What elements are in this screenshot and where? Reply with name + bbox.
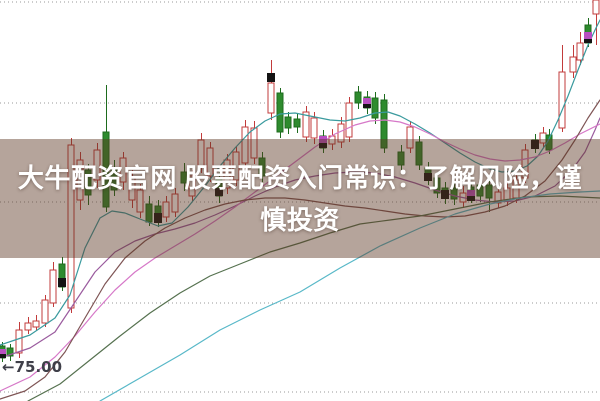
headline-line-1: 大牛配资官网 股票配资入门常识：了解风险，谨	[17, 162, 583, 193]
ma-dark-green	[27, 195, 600, 401]
ma-magenta	[0, 119, 600, 392]
gridlines	[0, 1, 600, 393]
signal-markers	[0, 32, 592, 358]
ma-lines	[0, 19, 600, 401]
headline-line-2: 慎投资	[260, 204, 340, 235]
candles	[0, 0, 600, 362]
headline-overlay: 大牛配资官网 股票配资入门常识：了解风险，谨 慎投资	[0, 139, 600, 258]
ma-light-cyan	[99, 190, 600, 401]
price-label: ←75.00	[2, 358, 63, 376]
